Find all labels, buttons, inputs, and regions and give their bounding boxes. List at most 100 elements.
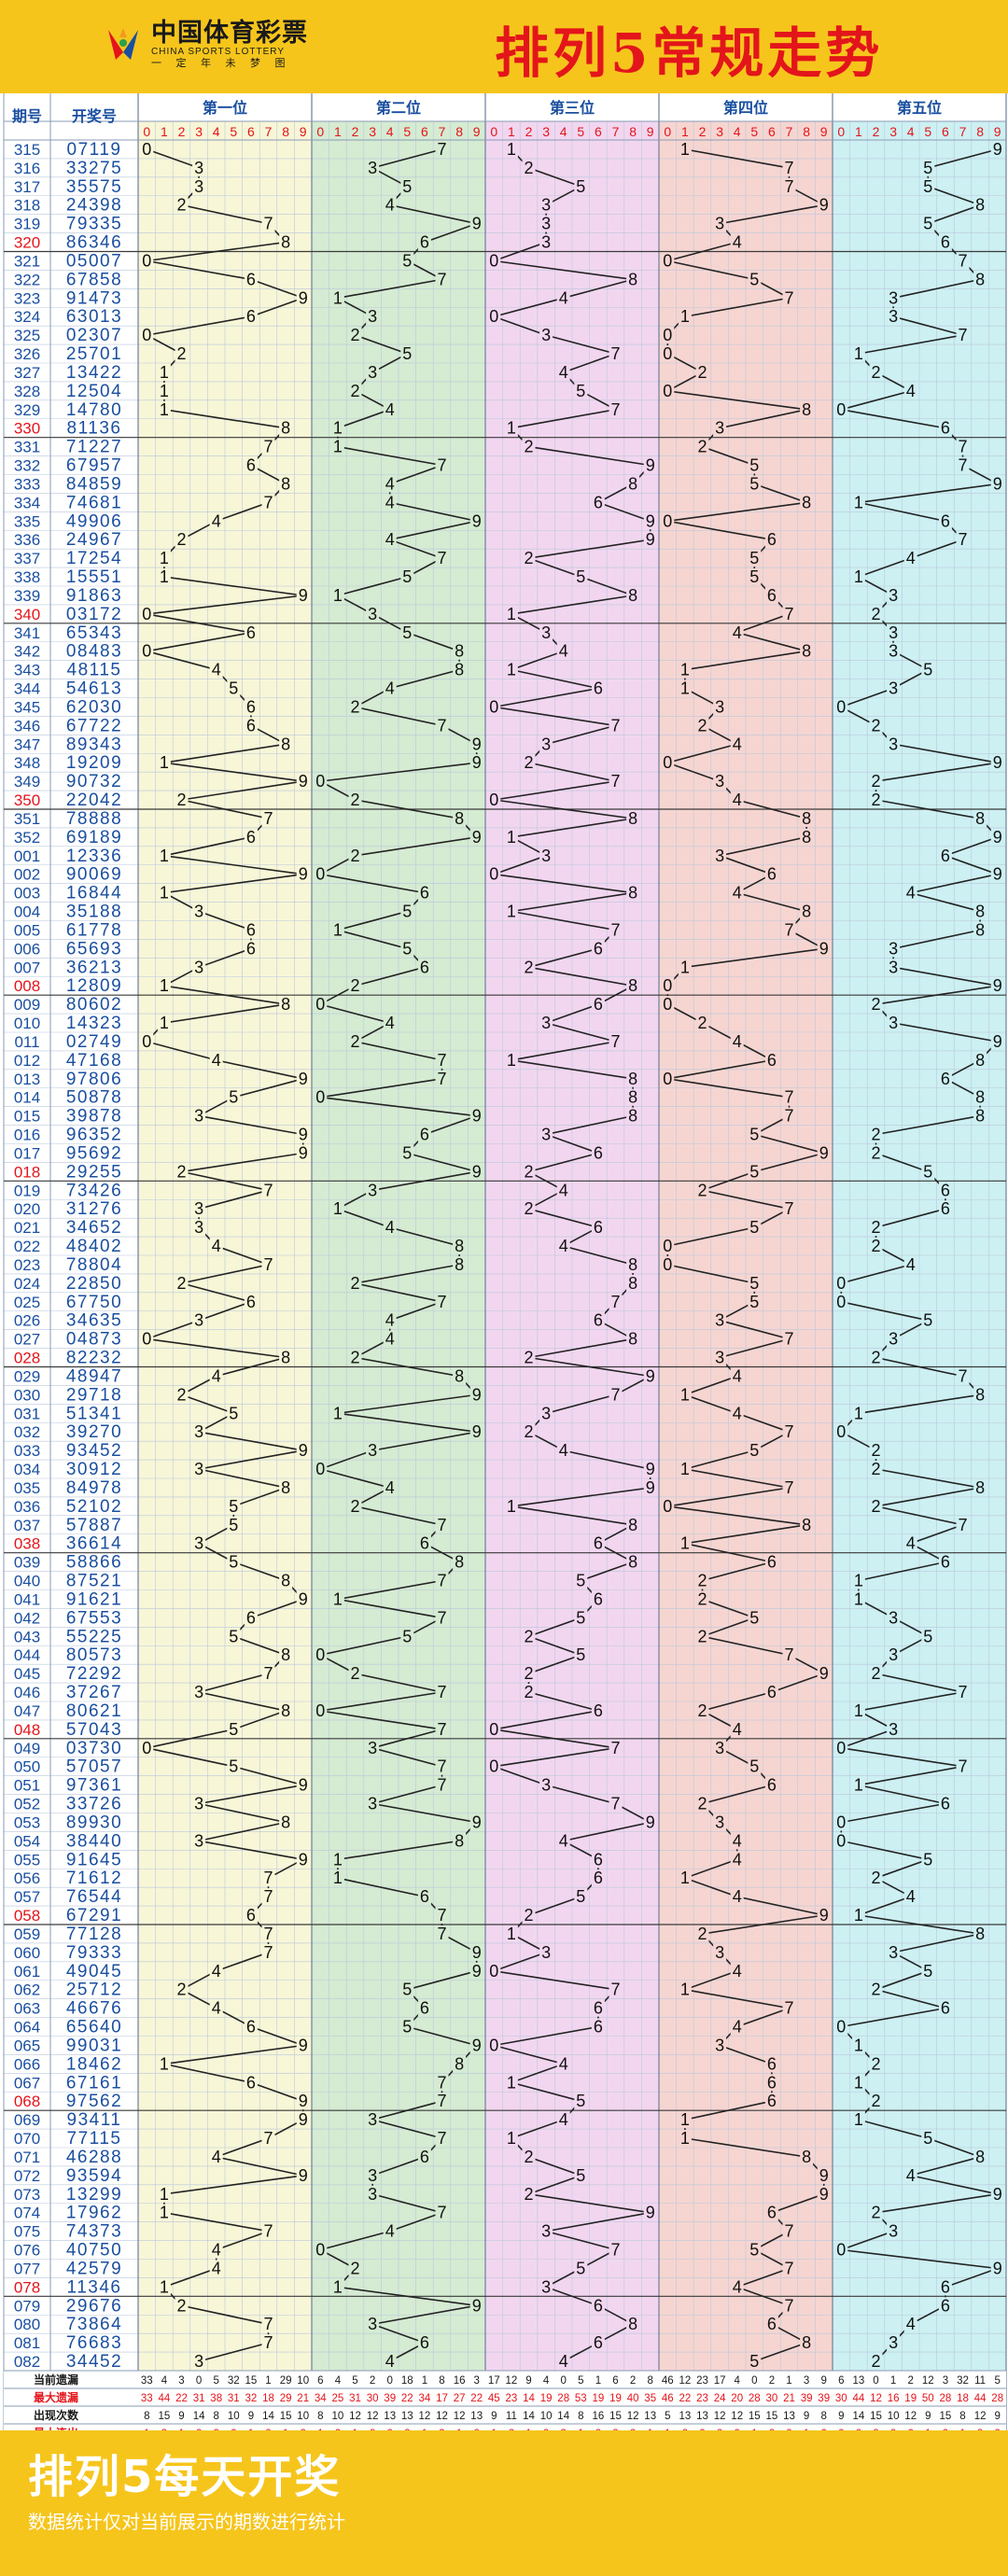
trend-point-bg xyxy=(591,1144,605,1162)
trend-point-bg xyxy=(279,1349,293,1366)
trend-point-bg xyxy=(748,1442,762,1460)
trend-point-bg xyxy=(435,1925,449,1942)
trend-point: 3 xyxy=(368,159,377,177)
trend-point: 2 xyxy=(524,753,533,772)
trend-point-bg xyxy=(157,1015,171,1032)
lottery-logo: 中国体育彩票 CHINA SPORTS LOTTERY 一 定 年 未 梦 图 xyxy=(103,17,308,73)
stats-value: 12 xyxy=(714,2411,726,2422)
trend-point-bg xyxy=(990,754,1004,772)
trend-point: 1 xyxy=(160,382,169,400)
trend-point-bg xyxy=(417,1534,431,1552)
issue-number: 050 xyxy=(14,1758,40,1776)
trend-point: 9 xyxy=(993,2259,1002,2277)
draw-number: 35188 xyxy=(66,903,122,922)
trend-point: 6 xyxy=(767,1683,777,1701)
trend-point: 1 xyxy=(160,549,169,567)
trend-point-bg xyxy=(956,1367,970,1385)
trend-point: 8 xyxy=(975,920,985,939)
trend-point: 5 xyxy=(923,2129,932,2148)
trend-point-bg xyxy=(834,1832,848,1850)
trend-point-bg xyxy=(800,2148,814,2165)
trend-point-bg xyxy=(522,1628,536,1645)
trend-point-bg xyxy=(175,196,189,214)
trend-point: 0 xyxy=(836,400,846,419)
trend-point-bg xyxy=(261,215,275,232)
issue-number: 030 xyxy=(14,1386,40,1404)
trend-point-bg xyxy=(244,1907,258,1925)
trend-point-bg xyxy=(973,921,987,939)
digit-header: 9 xyxy=(994,124,1001,139)
issue-number: 045 xyxy=(14,1665,40,1683)
trend-point: 8 xyxy=(281,1701,290,1720)
trend-point: 6 xyxy=(594,1850,603,1869)
issue-number: 081 xyxy=(14,2334,40,2352)
trend-point-bg xyxy=(366,2166,380,2184)
trend-point-bg xyxy=(435,1720,449,1738)
trend-point-bg xyxy=(522,550,536,567)
trend-point: 2 xyxy=(176,530,186,549)
draw-number: 97806 xyxy=(66,1070,122,1089)
issue-number: 052 xyxy=(14,1796,40,1813)
trend-point-bg xyxy=(887,1720,901,1738)
trend-point-bg xyxy=(522,1200,536,1218)
trend-point: 6 xyxy=(767,2073,777,2092)
trend-point: 2 xyxy=(350,2259,359,2277)
draw-number: 33726 xyxy=(66,1795,122,1814)
trend-point-bg xyxy=(330,1200,344,1218)
trend-point-bg xyxy=(453,1367,467,1385)
trend-point-bg xyxy=(903,2316,917,2333)
trend-point: 7 xyxy=(437,270,446,288)
trend-point-bg xyxy=(192,1423,206,1441)
trend-point-bg xyxy=(314,1088,328,1106)
issue-number: 034 xyxy=(14,1461,40,1478)
trend-point-bg xyxy=(175,1274,189,1292)
trend-point: 0 xyxy=(663,753,672,772)
trend-point: 5 xyxy=(229,1757,238,1776)
issue-number: 322 xyxy=(14,271,40,288)
trend-point-bg xyxy=(713,847,727,864)
trend-point: 4 xyxy=(906,1887,916,1906)
stats-value: 9 xyxy=(838,2411,844,2422)
trend-point: 2 xyxy=(350,976,359,995)
trend-point: 3 xyxy=(715,215,724,233)
trend-point: 4 xyxy=(733,623,742,642)
trend-point-bg xyxy=(956,252,970,270)
trend-point: 3 xyxy=(368,2166,377,2185)
digit-header: 8 xyxy=(629,124,637,139)
trend-point-bg xyxy=(869,1665,883,1683)
trend-point-bg xyxy=(504,2074,518,2092)
trend-point: 1 xyxy=(160,363,169,382)
trend-point-bg xyxy=(556,642,570,660)
trend-point-bg xyxy=(869,1461,883,1478)
trend-point-bg xyxy=(400,345,414,363)
trend-point-bg xyxy=(817,196,831,214)
trend-point-bg xyxy=(383,1219,397,1237)
trend-point-bg xyxy=(469,1943,483,1961)
stats-value: 46 xyxy=(662,2375,674,2387)
trend-point-bg xyxy=(366,308,380,326)
stats-value: 40 xyxy=(627,2393,639,2404)
trend-point-bg xyxy=(435,1684,449,1701)
trend-point: 0 xyxy=(663,344,672,363)
trend-point-bg xyxy=(330,586,344,604)
stats-value: 8 xyxy=(578,2411,583,2422)
digit-header: 4 xyxy=(386,124,394,139)
stats-value: 10 xyxy=(540,2411,553,2422)
trend-point: 6 xyxy=(594,2018,603,2037)
trend-point: 2 xyxy=(871,1126,880,1144)
trend-point: 7 xyxy=(437,1293,446,1311)
trend-point-bg xyxy=(469,828,483,846)
digit-header: 4 xyxy=(560,124,567,139)
draw-number: 17254 xyxy=(66,549,122,568)
trend-point-bg xyxy=(487,252,501,270)
trend-point-bg xyxy=(348,847,362,864)
trend-point: 3 xyxy=(889,307,898,326)
trend-point-bg xyxy=(938,2278,952,2296)
trend-point-bg xyxy=(556,1832,570,1850)
trend-point: 2 xyxy=(871,2054,880,2073)
trend-point: 3 xyxy=(889,586,898,605)
trend-point-bg xyxy=(887,959,901,976)
trend-point: 2 xyxy=(350,847,359,865)
trend-point-bg xyxy=(435,456,449,474)
